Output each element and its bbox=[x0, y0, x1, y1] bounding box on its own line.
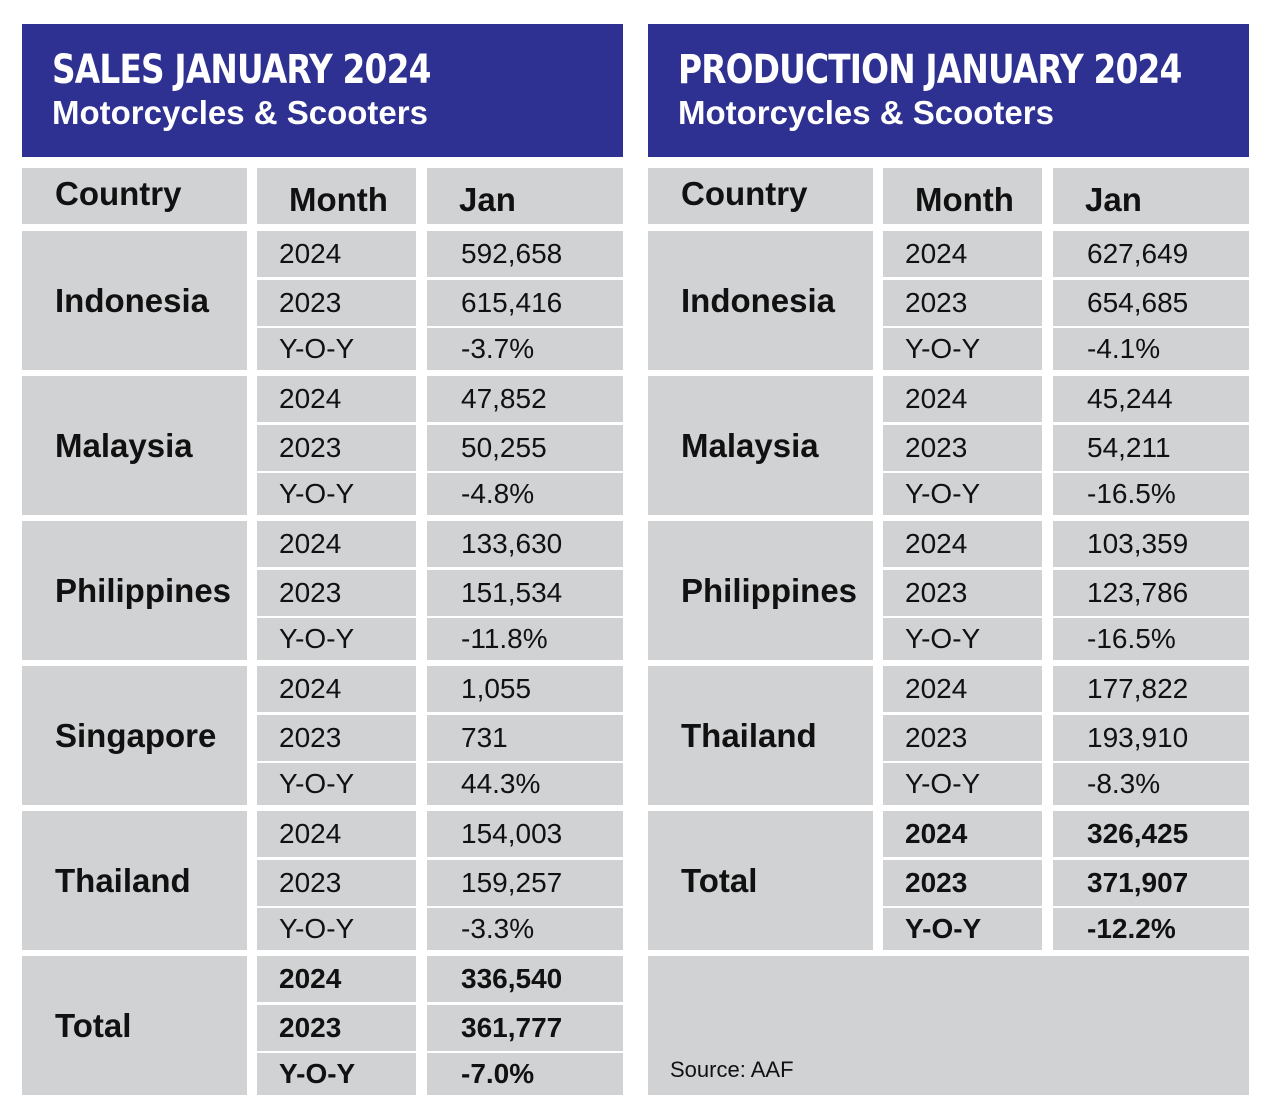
source-note: Source: AAF bbox=[670, 1057, 794, 1082]
jan-value: -16.5% bbox=[1053, 618, 1249, 660]
jan-value: 361,777 bbox=[427, 1005, 623, 1051]
month-label: Y-O-Y bbox=[257, 473, 416, 515]
country-cell: Indonesia bbox=[648, 231, 873, 370]
month-label: 2024 bbox=[257, 231, 416, 277]
month-label: Y-O-Y bbox=[257, 908, 416, 950]
production-banner: PRODUCTION JANUARY 2024 Motorcycles & Sc… bbox=[648, 24, 1249, 157]
jan-value: -11.8% bbox=[427, 618, 623, 660]
production-subtitle: Motorcycles & Scooters bbox=[678, 94, 1054, 131]
jan-value: 1,055 bbox=[427, 666, 623, 712]
jan-value: 154,003 bbox=[427, 811, 623, 857]
jan-value: 44.3% bbox=[427, 763, 623, 805]
country-cell: Philippines bbox=[648, 521, 873, 660]
jan-value: 592,658 bbox=[427, 231, 623, 277]
month-label: 2023 bbox=[883, 280, 1042, 326]
month-label: 2023 bbox=[257, 570, 416, 616]
country-cell: Malaysia bbox=[22, 376, 247, 515]
production-title: PRODUCTION JANUARY 2024 bbox=[678, 47, 1182, 93]
jan-value: 627,649 bbox=[1053, 231, 1249, 277]
month-label: 2024 bbox=[257, 376, 416, 422]
jan-value: 45,244 bbox=[1053, 376, 1249, 422]
country-cell: Singapore bbox=[22, 666, 247, 805]
month-label: Y-O-Y bbox=[883, 763, 1042, 805]
production-panel: PRODUCTION JANUARY 2024 Motorcycles & Sc… bbox=[648, 24, 1249, 1095]
jan-value: -8.3% bbox=[1053, 763, 1249, 805]
jan-value: 50,255 bbox=[427, 425, 623, 471]
header-month: Month bbox=[257, 168, 416, 224]
jan-value: 336,540 bbox=[427, 956, 623, 1002]
month-label: Y-O-Y bbox=[257, 618, 416, 660]
month-label: Y-O-Y bbox=[257, 328, 416, 370]
jan-value: 731 bbox=[427, 715, 623, 761]
header-month: Month bbox=[883, 168, 1042, 224]
month-label: 2024 bbox=[257, 811, 416, 857]
month-label: 2024 bbox=[883, 811, 1042, 857]
header-jan: Jan bbox=[427, 168, 623, 224]
jan-value: 133,630 bbox=[427, 521, 623, 567]
month-label: Y-O-Y bbox=[883, 618, 1042, 660]
country-cell: Malaysia bbox=[648, 376, 873, 515]
jan-value: 193,910 bbox=[1053, 715, 1249, 761]
month-label: 2023 bbox=[257, 425, 416, 471]
jan-value: -3.7% bbox=[427, 328, 623, 370]
jan-value: 123,786 bbox=[1053, 570, 1249, 616]
jan-value: 371,907 bbox=[1053, 860, 1249, 906]
sales-banner: SALES JANUARY 2024 Motorcycles & Scooter… bbox=[22, 24, 623, 157]
country-cell: Thailand bbox=[648, 666, 873, 805]
jan-value: 159,257 bbox=[427, 860, 623, 906]
month-label: 2023 bbox=[883, 425, 1042, 471]
month-label: Y-O-Y bbox=[257, 1053, 416, 1095]
jan-value: 103,359 bbox=[1053, 521, 1249, 567]
header-jan: Jan bbox=[1053, 168, 1249, 224]
header-country: Country bbox=[648, 168, 873, 224]
month-label: 2023 bbox=[257, 715, 416, 761]
month-label: 2023 bbox=[257, 1005, 416, 1051]
jan-value: 654,685 bbox=[1053, 280, 1249, 326]
jan-value: -4.8% bbox=[427, 473, 623, 515]
jan-value: -16.5% bbox=[1053, 473, 1249, 515]
month-label: 2024 bbox=[257, 666, 416, 712]
month-label: 2023 bbox=[883, 860, 1042, 906]
month-label: Y-O-Y bbox=[257, 763, 416, 805]
month-label: 2023 bbox=[883, 570, 1042, 616]
month-label: 2024 bbox=[257, 521, 416, 567]
jan-value: 54,211 bbox=[1053, 425, 1249, 471]
month-label: 2024 bbox=[883, 376, 1042, 422]
jan-value: 615,416 bbox=[427, 280, 623, 326]
month-label: Y-O-Y bbox=[883, 328, 1042, 370]
sales-subtitle: Motorcycles & Scooters bbox=[52, 94, 428, 131]
jan-value: 151,534 bbox=[427, 570, 623, 616]
country-cell: Total bbox=[22, 956, 247, 1095]
source-block: Source: AAF bbox=[648, 956, 1249, 1095]
month-label: 2023 bbox=[257, 860, 416, 906]
jan-value: -12.2% bbox=[1053, 908, 1249, 950]
jan-value: 177,822 bbox=[1053, 666, 1249, 712]
sales-panel: SALES JANUARY 2024 Motorcycles & Scooter… bbox=[22, 24, 623, 1095]
month-label: 2024 bbox=[883, 231, 1042, 277]
jan-value: -4.1% bbox=[1053, 328, 1249, 370]
month-label: 2024 bbox=[883, 521, 1042, 567]
country-cell: Indonesia bbox=[22, 231, 247, 370]
sales-title: SALES JANUARY 2024 bbox=[52, 47, 431, 93]
country-cell: Philippines bbox=[22, 521, 247, 660]
jan-value: 326,425 bbox=[1053, 811, 1249, 857]
month-label: 2024 bbox=[257, 956, 416, 1002]
jan-value: 47,852 bbox=[427, 376, 623, 422]
jan-value: -3.3% bbox=[427, 908, 623, 950]
month-label: 2024 bbox=[883, 666, 1042, 712]
month-label: 2023 bbox=[257, 280, 416, 326]
country-cell: Total bbox=[648, 811, 873, 950]
header-country: Country bbox=[22, 168, 247, 224]
jan-value: -7.0% bbox=[427, 1053, 623, 1095]
country-cell: Thailand bbox=[22, 811, 247, 950]
month-label: Y-O-Y bbox=[883, 908, 1042, 950]
month-label: 2023 bbox=[883, 715, 1042, 761]
month-label: Y-O-Y bbox=[883, 473, 1042, 515]
